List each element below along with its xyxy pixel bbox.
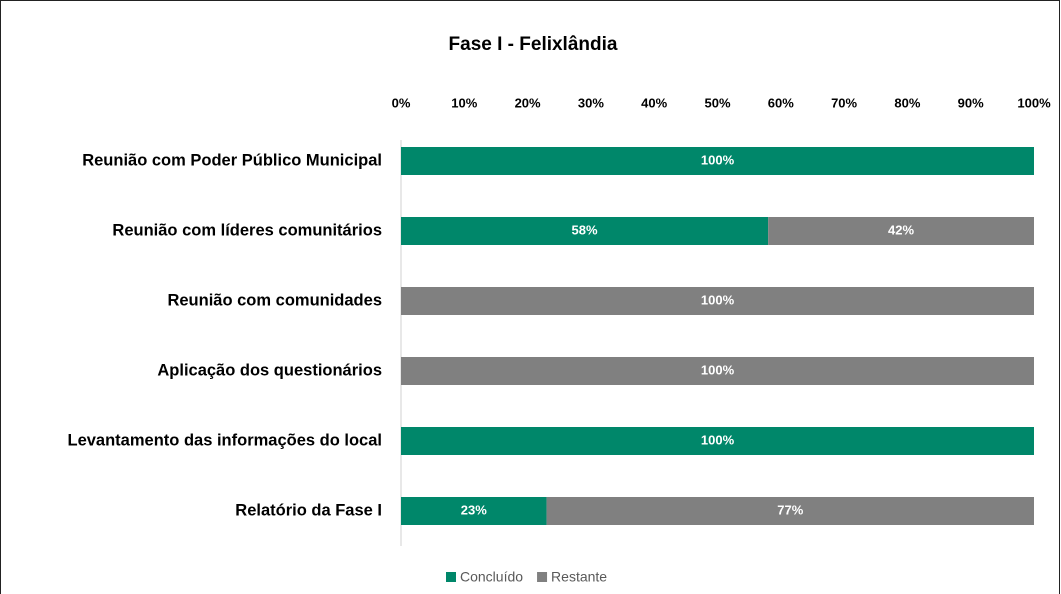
legend-swatch bbox=[537, 572, 548, 582]
y-tick-label: Reunião com comunidades bbox=[167, 291, 382, 309]
bar-segment bbox=[401, 497, 547, 525]
data-label: 77% bbox=[777, 502, 803, 517]
bar-segment bbox=[401, 287, 1034, 315]
x-tick-label: 0% bbox=[392, 95, 411, 110]
legend-label: Concluído bbox=[460, 569, 523, 585]
bar-segment bbox=[401, 217, 769, 245]
x-tick-label: 100% bbox=[1017, 95, 1051, 110]
bar-segment bbox=[768, 217, 1034, 245]
chart-title: Fase I - Felixlândia bbox=[449, 34, 618, 55]
x-tick-label: 10% bbox=[451, 95, 477, 110]
y-tick-label: Levantamento das informações do local bbox=[68, 431, 383, 449]
data-label: 58% bbox=[572, 222, 598, 237]
bar-segment bbox=[546, 497, 1034, 525]
x-tick-label: 50% bbox=[704, 95, 730, 110]
bar-segment bbox=[401, 427, 1034, 455]
y-tick-label: Aplicação dos questionários bbox=[157, 361, 382, 379]
x-tick-label: 20% bbox=[515, 95, 541, 110]
bar-segment bbox=[401, 357, 1034, 385]
x-tick-label: 30% bbox=[578, 95, 604, 110]
bar-segment bbox=[401, 147, 1034, 175]
legend-swatch bbox=[446, 572, 456, 582]
y-tick-label: Relatório da Fase I bbox=[235, 501, 382, 519]
data-label: 100% bbox=[701, 432, 735, 447]
x-tick-label: 60% bbox=[768, 95, 794, 110]
data-label: 100% bbox=[701, 152, 735, 167]
x-tick-label: 80% bbox=[894, 95, 920, 110]
y-tick-label: Reunião com Poder Público Municipal bbox=[82, 151, 382, 169]
data-label: 23% bbox=[461, 502, 487, 517]
data-label: 100% bbox=[701, 362, 735, 377]
x-tick-label: 40% bbox=[641, 95, 667, 110]
x-tick-label: 70% bbox=[831, 95, 857, 110]
x-tick-label: 90% bbox=[958, 95, 984, 110]
data-label: 100% bbox=[701, 292, 735, 307]
legend-label: Restante bbox=[551, 569, 607, 585]
y-tick-label: Reunião com líderes comunitários bbox=[112, 221, 382, 239]
data-label: 42% bbox=[888, 222, 914, 237]
